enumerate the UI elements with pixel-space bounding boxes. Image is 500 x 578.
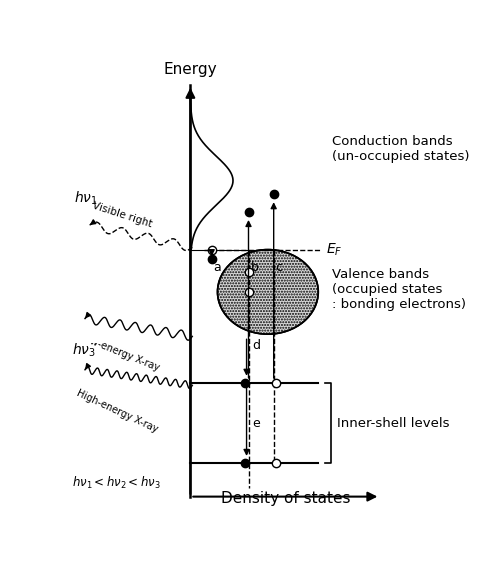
Text: $h\nu_1$: $h\nu_1$ [74,190,98,208]
Text: High-energy X-ray: High-energy X-ray [74,388,159,434]
Text: Low-energy X-ray: Low-energy X-ray [78,332,161,373]
Text: $h\nu_2$: $h\nu_2$ [72,288,96,305]
Ellipse shape [218,250,318,334]
Text: e: e [252,417,260,429]
Text: $E_F$: $E_F$ [326,242,342,258]
Text: d: d [252,339,260,351]
Text: Valence bands
(occupied states
: bonding electrons): Valence bands (occupied states : bonding… [332,268,466,311]
Text: Visible right: Visible right [92,201,154,229]
Text: $h\nu_3$: $h\nu_3$ [72,341,96,358]
Bar [62,240,191,343]
Text: $h\nu_1 < h\nu_2 < h\nu_3$: $h\nu_1 < h\nu_2 < h\nu_3$ [72,475,161,491]
Text: Energy: Energy [164,62,217,77]
Text: Density of states: Density of states [220,491,350,506]
Text: b: b [250,261,258,274]
Text: Conduction bands
(un-occupied states): Conduction bands (un-occupied states) [332,135,469,164]
Text: a: a [214,261,222,274]
Text: c: c [276,261,282,274]
Text: Inner-shell levels: Inner-shell levels [337,417,450,429]
